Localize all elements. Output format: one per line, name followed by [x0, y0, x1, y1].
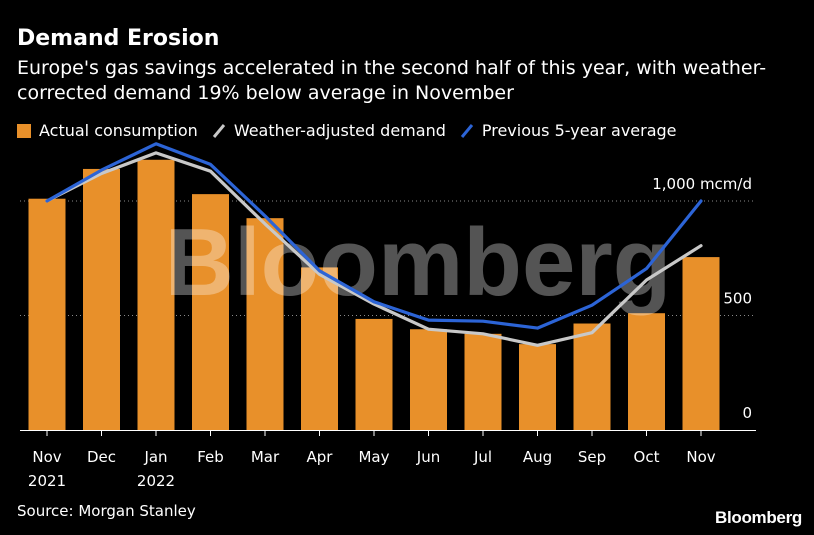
legend-item-actual: Actual consumption — [17, 121, 198, 140]
x-tick-label: May — [358, 448, 389, 466]
bar-layer — [28, 159, 720, 430]
line-layer — [45, 142, 703, 347]
legend-item-average: Previous 5-year average — [460, 121, 677, 140]
legend-label-weather: Weather-adjusted demand — [233, 121, 446, 140]
source-note: Source: Morgan Stanley — [17, 502, 196, 520]
x-tick-label: Oct — [634, 448, 660, 466]
legend-label-actual: Actual consumption — [39, 121, 198, 140]
x-tick-label: Apr — [307, 448, 334, 466]
legend-swatch-weather — [212, 123, 226, 139]
bar — [519, 344, 556, 430]
x-tick-label: Jul — [473, 448, 492, 466]
bar — [355, 318, 393, 430]
grid-layer — [20, 200, 756, 316]
series-line — [45, 151, 703, 347]
legend-swatch-average — [460, 123, 474, 139]
x-tick-label: Sep — [578, 448, 606, 466]
y-tick-label: 1,000 mcm/d — [652, 175, 752, 193]
bar — [28, 198, 66, 430]
legend-label-average: Previous 5-year average — [481, 121, 677, 140]
y-tick-label: 500 — [723, 290, 752, 308]
chart-title: Demand Erosion — [17, 26, 220, 51]
x-tick-label: Nov — [32, 448, 61, 466]
bar — [192, 194, 229, 430]
legend: Actual consumption Weather-adjusted dema… — [17, 121, 691, 140]
bar — [301, 267, 338, 430]
y-tick-label: 0 — [742, 404, 752, 422]
bar — [464, 333, 502, 430]
bar — [682, 257, 720, 430]
x-tick-label: Mar — [251, 448, 280, 466]
bar — [628, 313, 665, 430]
bar — [410, 329, 447, 430]
x-tick-sublabel: 2022 — [137, 472, 175, 490]
x-tick-label: Jan — [143, 448, 167, 466]
axis-layer: 1,000 mcm/d 500 0 Nov 2021 Dec Jan 2022 Feb Mar Ap… — [20, 175, 756, 490]
x-tick-sublabel: 2021 — [28, 472, 66, 490]
x-tick-label: Feb — [197, 448, 224, 466]
bar — [246, 218, 284, 430]
x-tick-label: Aug — [523, 448, 552, 466]
watermark-logo: Bloomberg — [165, 209, 672, 316]
x-tick-label: Nov — [686, 448, 715, 466]
brand-logo: Bloomberg — [714, 508, 802, 527]
bar — [573, 323, 611, 430]
series-line — [45, 142, 703, 330]
legend-swatch-actual — [17, 123, 31, 138]
bar — [83, 168, 120, 430]
chart-subtitle: Europe's gas savings accelerated in the … — [17, 57, 767, 104]
x-tick-label: Dec — [87, 448, 116, 466]
bar — [137, 159, 175, 430]
x-tick-label: Jun — [416, 448, 440, 466]
legend-item-weather: Weather-adjusted demand — [212, 121, 446, 140]
